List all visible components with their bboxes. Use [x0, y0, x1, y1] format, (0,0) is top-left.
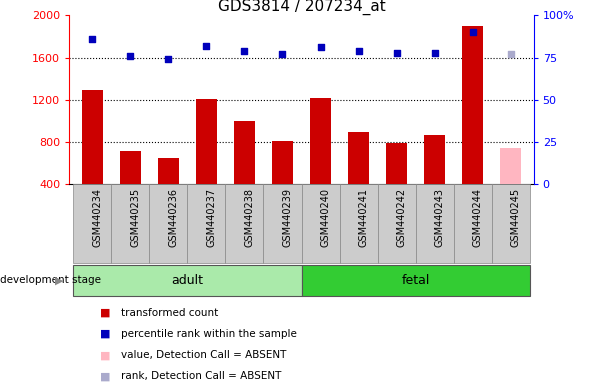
Point	[316, 45, 326, 51]
Text: GSM440241: GSM440241	[359, 188, 368, 247]
Text: development stage: development stage	[0, 275, 101, 285]
Text: fetal: fetal	[402, 274, 430, 287]
Text: value, Detection Call = ABSENT: value, Detection Call = ABSENT	[121, 350, 286, 360]
Text: ■: ■	[99, 329, 110, 339]
Text: GSM440236: GSM440236	[168, 188, 178, 247]
Bar	[302, 184, 339, 263]
Text: GSM440234: GSM440234	[92, 188, 102, 247]
Text: GSM440238: GSM440238	[244, 188, 254, 247]
Title: GDS3814 / 207234_at: GDS3814 / 207234_at	[218, 0, 385, 15]
Bar	[272, 141, 293, 184]
Point	[277, 51, 287, 57]
Bar	[188, 184, 226, 263]
Point	[506, 51, 516, 57]
Text: GSM440240: GSM440240	[321, 188, 330, 247]
Text: adult: adult	[171, 274, 203, 287]
Bar	[492, 184, 530, 263]
Text: ■: ■	[99, 308, 110, 318]
Bar	[415, 184, 453, 263]
Bar	[500, 149, 521, 184]
Bar	[73, 184, 111, 263]
Point	[163, 56, 173, 62]
Text: ▶: ▶	[55, 275, 63, 285]
Bar	[226, 184, 264, 263]
Text: transformed count: transformed count	[121, 308, 218, 318]
Bar	[310, 98, 331, 184]
Bar	[73, 265, 302, 296]
Bar	[120, 151, 140, 184]
Text: GSM440242: GSM440242	[397, 188, 406, 247]
Text: GSM440245: GSM440245	[511, 188, 521, 247]
Text: percentile rank within the sample: percentile rank within the sample	[121, 329, 297, 339]
Text: GSM440237: GSM440237	[206, 188, 216, 247]
Bar	[196, 99, 217, 184]
Text: GSM440239: GSM440239	[282, 188, 292, 247]
Point	[201, 43, 211, 49]
Text: GSM440235: GSM440235	[130, 188, 140, 247]
Point	[354, 48, 364, 54]
Bar	[150, 184, 188, 263]
Point	[87, 36, 97, 42]
Bar	[302, 265, 530, 296]
Point	[125, 53, 135, 59]
Bar	[339, 184, 377, 263]
Text: ■: ■	[99, 350, 110, 360]
Bar	[82, 90, 103, 184]
Bar	[377, 184, 415, 263]
Point	[392, 50, 402, 56]
Bar	[111, 184, 150, 263]
Point	[239, 48, 249, 54]
Text: GSM440243: GSM440243	[435, 188, 444, 247]
Bar	[264, 184, 302, 263]
Point	[430, 50, 440, 56]
Bar	[348, 131, 369, 184]
Bar	[425, 135, 445, 184]
Bar	[453, 184, 492, 263]
Point	[468, 29, 478, 35]
Text: rank, Detection Call = ABSENT: rank, Detection Call = ABSENT	[121, 371, 281, 381]
Text: GSM440244: GSM440244	[473, 188, 483, 247]
Bar	[234, 121, 255, 184]
Bar	[386, 143, 407, 184]
Bar	[158, 158, 178, 184]
Text: ■: ■	[99, 371, 110, 381]
Bar	[463, 26, 483, 184]
